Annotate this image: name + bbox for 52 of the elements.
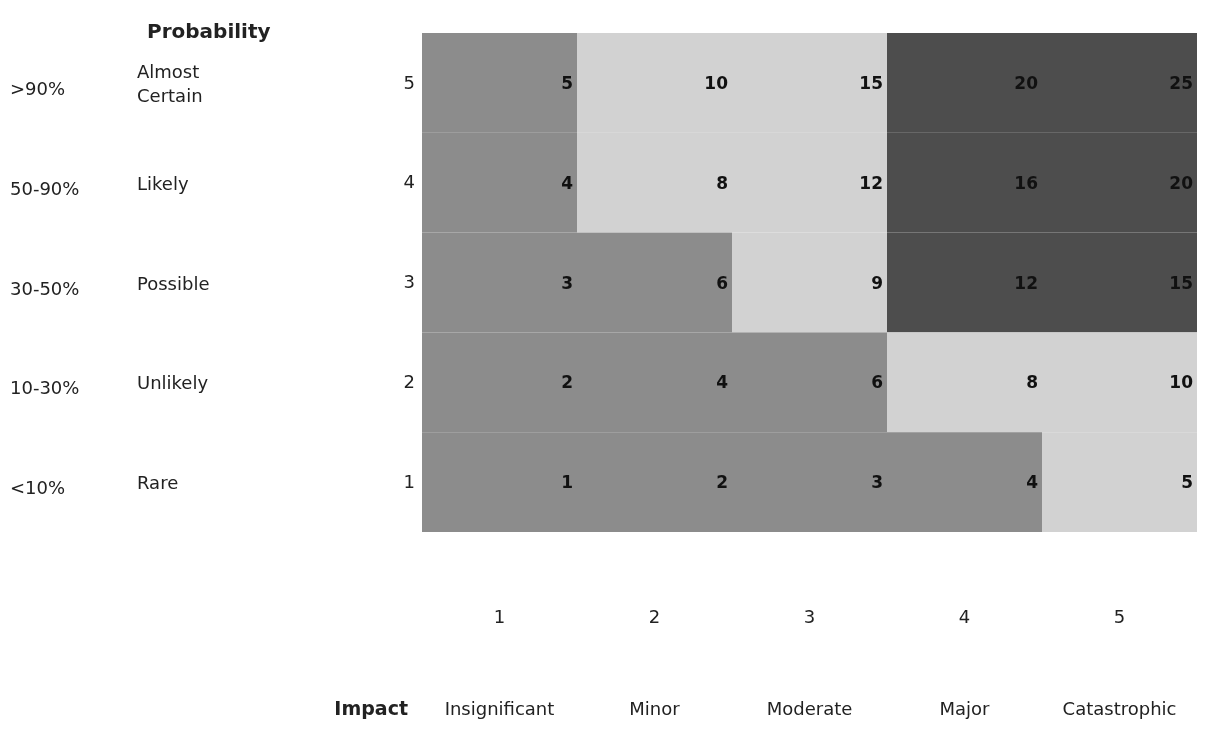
text: 10-30% bbox=[10, 377, 80, 399]
data-label: 4 bbox=[1026, 472, 1039, 493]
x-tick-label: 4 bbox=[958, 605, 971, 627]
x-tick-label: 2 bbox=[648, 605, 661, 627]
text: >90% bbox=[10, 77, 66, 99]
data-label: 15 bbox=[859, 72, 883, 93]
text: Major bbox=[939, 698, 991, 719]
data-label: 25 bbox=[1169, 72, 1193, 93]
data-label: 2 bbox=[561, 372, 573, 393]
y2-tick-label: Likely bbox=[137, 172, 189, 194]
data-label: 6 bbox=[716, 272, 728, 293]
text: Probability bbox=[147, 19, 271, 43]
data-label: 5 bbox=[561, 72, 573, 93]
text: 30-50% bbox=[10, 277, 80, 299]
y2-tick-label: Rare bbox=[137, 472, 179, 494]
data-label: 9 bbox=[871, 272, 883, 293]
data-label: 20 bbox=[1014, 72, 1039, 93]
text: Catastrophic bbox=[1062, 698, 1177, 719]
data-label: 8 bbox=[716, 172, 728, 193]
data-label: 2 bbox=[716, 472, 728, 493]
data-label: 8 bbox=[1026, 372, 1038, 393]
data-label: 5 bbox=[1181, 472, 1193, 493]
y-tick-label: 4 bbox=[403, 171, 415, 193]
text: Minor bbox=[629, 698, 681, 719]
x-axis-title: Impact bbox=[334, 697, 408, 719]
x-tick-label: 5 bbox=[1113, 605, 1126, 627]
text: 50-90% bbox=[10, 177, 80, 199]
y2-tick-label: Possible bbox=[137, 272, 210, 294]
data-label: 12 bbox=[859, 172, 883, 193]
data-label: 4 bbox=[716, 372, 729, 393]
data-label: 4 bbox=[561, 172, 574, 193]
data-label: 3 bbox=[871, 472, 883, 493]
data-label: 12 bbox=[1014, 272, 1038, 293]
text: Insignificant bbox=[444, 698, 555, 719]
y2-tick-label: Unlikely bbox=[137, 372, 209, 394]
text: Moderate bbox=[766, 698, 853, 719]
data-label: 6 bbox=[871, 372, 883, 393]
data-label: 3 bbox=[561, 272, 573, 293]
data-label: 10 bbox=[704, 72, 729, 93]
data-label: 20 bbox=[1169, 172, 1194, 193]
y-tick-label: 2 bbox=[403, 371, 415, 393]
data-label: 15 bbox=[1169, 272, 1193, 293]
data-label: 10 bbox=[1169, 372, 1194, 393]
y-tick-label: 3 bbox=[403, 271, 415, 293]
y2-tick-label: Almost Certain bbox=[137, 60, 203, 106]
x-tick-label: 3 bbox=[803, 605, 816, 627]
data-label: 1 bbox=[561, 472, 573, 493]
text: <10% bbox=[10, 477, 66, 499]
x-tick-label: 1 bbox=[493, 605, 506, 627]
y-tick-label: 5 bbox=[403, 71, 415, 93]
y-tick-label: 1 bbox=[403, 470, 415, 492]
data-label: 16 bbox=[1014, 172, 1038, 193]
